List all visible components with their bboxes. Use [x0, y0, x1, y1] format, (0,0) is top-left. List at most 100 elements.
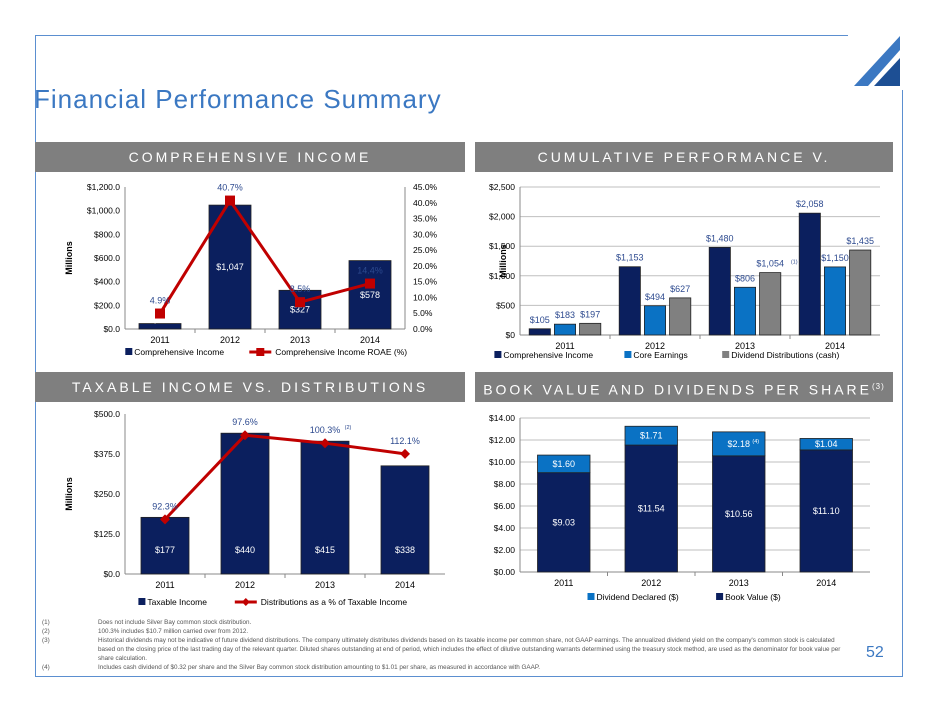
y-tick-label: $375.0: [94, 449, 120, 459]
legend-label: Taxable Income: [147, 597, 207, 607]
footnote-text: 100.3% includes $10.7 million carried ov…: [98, 628, 249, 635]
footnote-number: (3): [42, 637, 50, 644]
x-tick-label: 2013: [290, 335, 310, 345]
y-tick-label: $4.00: [494, 523, 516, 533]
footnote-number: (1): [42, 619, 50, 626]
page-title: Financial Performance Summary: [34, 84, 442, 114]
bar-core-earnings: [824, 266, 847, 336]
y-tick-label: $200.0: [94, 300, 120, 310]
data-label-note: (4): [752, 439, 759, 445]
data-label: $1,054: [756, 259, 784, 269]
data-label: $440: [235, 545, 255, 555]
line-marker: [240, 430, 250, 441]
footnote-ref: (3): [872, 382, 885, 391]
footnote: (1) Does not include Silver Bay common st…: [42, 618, 852, 627]
y-tick-label: $600.0: [94, 253, 120, 263]
y-tick-label: $400.0: [94, 277, 120, 287]
data-label: $578: [360, 290, 380, 300]
y-tick-label: $250.0: [94, 489, 120, 499]
bar-dividend-distributions-cash-: [759, 272, 782, 336]
y-tick-label: $0.0: [103, 324, 120, 334]
y-tick-label: $10.00: [489, 457, 515, 467]
bar-comprehensive-income: [618, 266, 641, 336]
legend-swatch: [587, 593, 595, 600]
x-tick-label: 2014: [395, 580, 415, 590]
y-tick-label: $12.00: [489, 435, 515, 445]
y-tick-label: $0.00: [494, 567, 516, 577]
bar-comprehensive-income: [798, 212, 821, 336]
legend-swatch: [494, 351, 502, 358]
data-label: $46: [152, 315, 167, 325]
bar-core-earnings: [554, 323, 577, 336]
x-tick-label: 2013: [729, 578, 749, 588]
bar-book-value-: [712, 455, 766, 573]
bar-core-earnings: [644, 305, 667, 336]
y2-tick-label: 0.0%: [413, 324, 433, 334]
line-distributions-as-a-of-taxable-income: [163, 433, 406, 521]
y-tick-label: $800.0: [94, 229, 120, 239]
y2-tick-label: 10.0%: [413, 292, 438, 302]
data-label: $1,047: [216, 262, 244, 272]
x-tick-label: 2012: [645, 341, 665, 351]
data-label: $2,058: [796, 199, 824, 209]
page-number: 52: [866, 644, 884, 661]
bar-dividend-distributions-cash-: [669, 297, 692, 336]
legend-marker: [256, 348, 265, 356]
data-label: $177: [155, 545, 175, 555]
legend-label: Book Value ($): [725, 592, 781, 602]
line-data-label-note: (2): [345, 425, 352, 431]
bar-dividend-declared-: [712, 431, 766, 457]
bar-taxable-income: [220, 432, 270, 575]
y-axis-label: Millions: [64, 241, 74, 275]
legend-label: Comprehensive Income: [134, 347, 224, 357]
y-tick-label: $1,000: [489, 271, 515, 281]
y-tick-label: $2,500: [489, 182, 515, 192]
bar-comprehensive-income: [348, 260, 392, 330]
data-label: $1,480: [706, 233, 734, 243]
line-data-label: 8.5%: [290, 284, 311, 294]
data-label: $415: [315, 545, 335, 555]
line-data-label: 112.1%: [390, 436, 420, 446]
legend-label: Dividend Declared ($): [597, 592, 679, 602]
y2-tick-label: 5.0%: [413, 308, 433, 318]
y2-tick-label: 25.0%: [413, 245, 438, 255]
company-logo: [848, 30, 906, 90]
section-header-cumulative-performance: CUMULATIVE PERFORMANCE V. DISTRIBUTIONS: [475, 142, 893, 195]
y-tick-label: $2.00: [494, 545, 516, 555]
x-tick-label: 2013: [315, 580, 335, 590]
y2-tick-label: 20.0%: [413, 261, 438, 271]
x-tick-label: 2014: [816, 578, 836, 588]
footnote: (4) Includes cash dividend of $0.32 per s…: [42, 663, 852, 672]
data-label: $338: [395, 545, 415, 555]
bar-comprehensive-income: [528, 328, 551, 336]
line-comprehensive-income-roae-: [158, 197, 371, 315]
data-label: $1,435: [846, 236, 874, 246]
bar-taxable-income: [380, 465, 430, 575]
bar-core-earnings: [734, 286, 757, 336]
bar-dividend-declared-: [799, 438, 853, 451]
legend-label: Distributions as a % of Taxable Income: [261, 597, 408, 607]
line-data-label: 97.6%: [232, 417, 258, 427]
x-tick-label: 2011: [555, 341, 574, 351]
legend-marker: [241, 598, 250, 606]
section-header-taxable-income: TAXABLE INCOME VS. DISTRIBUTIONS: [35, 372, 465, 402]
y2-tick-label: 35.0%: [413, 214, 438, 224]
y2-tick-label: 45.0%: [413, 182, 438, 192]
line-marker: [400, 448, 410, 459]
y-tick-label: $1,000.0: [87, 206, 120, 216]
line-data-label: 92.3%: [152, 501, 178, 511]
x-tick-label: 2014: [825, 341, 845, 351]
x-tick-label: 2014: [360, 335, 380, 345]
y2-tick-label: 40.0%: [413, 198, 438, 208]
data-label: $2.18: [727, 439, 750, 449]
bar-dividend-declared-: [624, 425, 678, 446]
line-data-label: 100.3%: [310, 425, 341, 435]
x-tick-label: 2011: [150, 335, 169, 345]
y-tick-label: $0.0: [103, 569, 120, 579]
y-tick-label: $0: [506, 330, 516, 340]
data-label: $9.03: [552, 517, 575, 527]
y-axis-label: Millions: [64, 477, 74, 511]
data-label: $197: [580, 309, 600, 319]
data-label: $806: [735, 273, 755, 283]
